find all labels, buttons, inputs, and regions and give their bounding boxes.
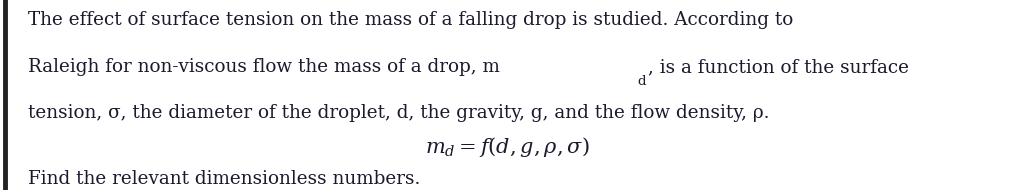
Text: Raleigh for non-viscous flow the mass of a drop, m: Raleigh for non-viscous flow the mass of… [28, 58, 500, 76]
Text: $m_d = f(d,g,\rho,\sigma)$: $m_d = f(d,g,\rho,\sigma)$ [425, 135, 589, 159]
Text: Find the relevant dimensionless numbers.: Find the relevant dimensionless numbers. [28, 170, 421, 188]
Text: tension, σ, the diameter of the droplet, d, the gravity, g, and the flow density: tension, σ, the diameter of the droplet,… [28, 104, 770, 122]
Text: d: d [637, 75, 646, 89]
Text: The effect of surface tension on the mass of a falling drop is studied. Accordin: The effect of surface tension on the mas… [28, 11, 794, 29]
Text: , is a function of the surface: , is a function of the surface [648, 58, 910, 76]
